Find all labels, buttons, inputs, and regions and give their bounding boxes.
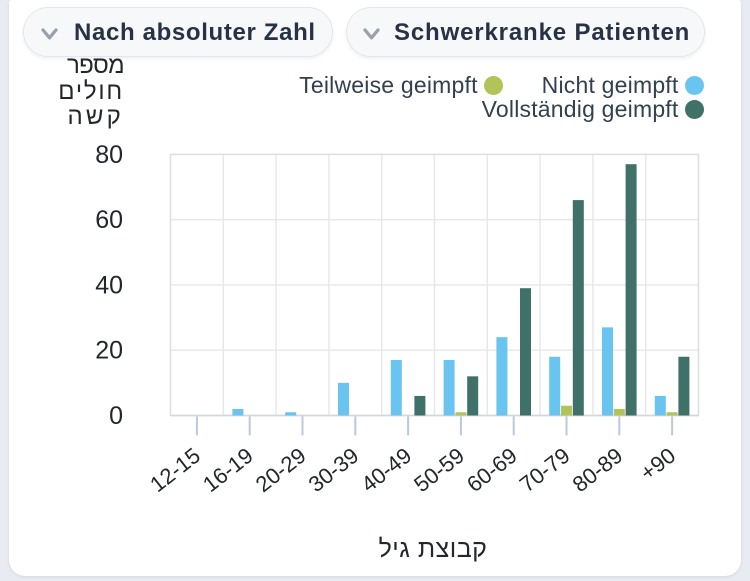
svg-text:קבוצת גיל: קבוצת גיל <box>379 535 488 563</box>
svg-text:60: 60 <box>95 206 123 234</box>
svg-text:30-39: 30-39 <box>304 443 364 497</box>
svg-text:20-29: 20-29 <box>251 443 311 497</box>
svg-text:60-69: 60-69 <box>462 443 522 497</box>
svg-text:20: 20 <box>95 337 123 365</box>
svg-text:40: 40 <box>95 271 123 299</box>
svg-text:80-89: 80-89 <box>568 443 628 497</box>
svg-text:0: 0 <box>109 402 123 430</box>
svg-text:+90: +90 <box>635 443 680 486</box>
svg-text:40-49: 40-49 <box>356 443 416 497</box>
svg-text:70-79: 70-79 <box>515 443 575 497</box>
svg-text:80: 80 <box>95 141 123 169</box>
svg-text:12-15: 12-15 <box>145 443 205 497</box>
svg-text:16-19: 16-19 <box>198 443 258 497</box>
svg-text:50-59: 50-59 <box>409 443 469 497</box>
